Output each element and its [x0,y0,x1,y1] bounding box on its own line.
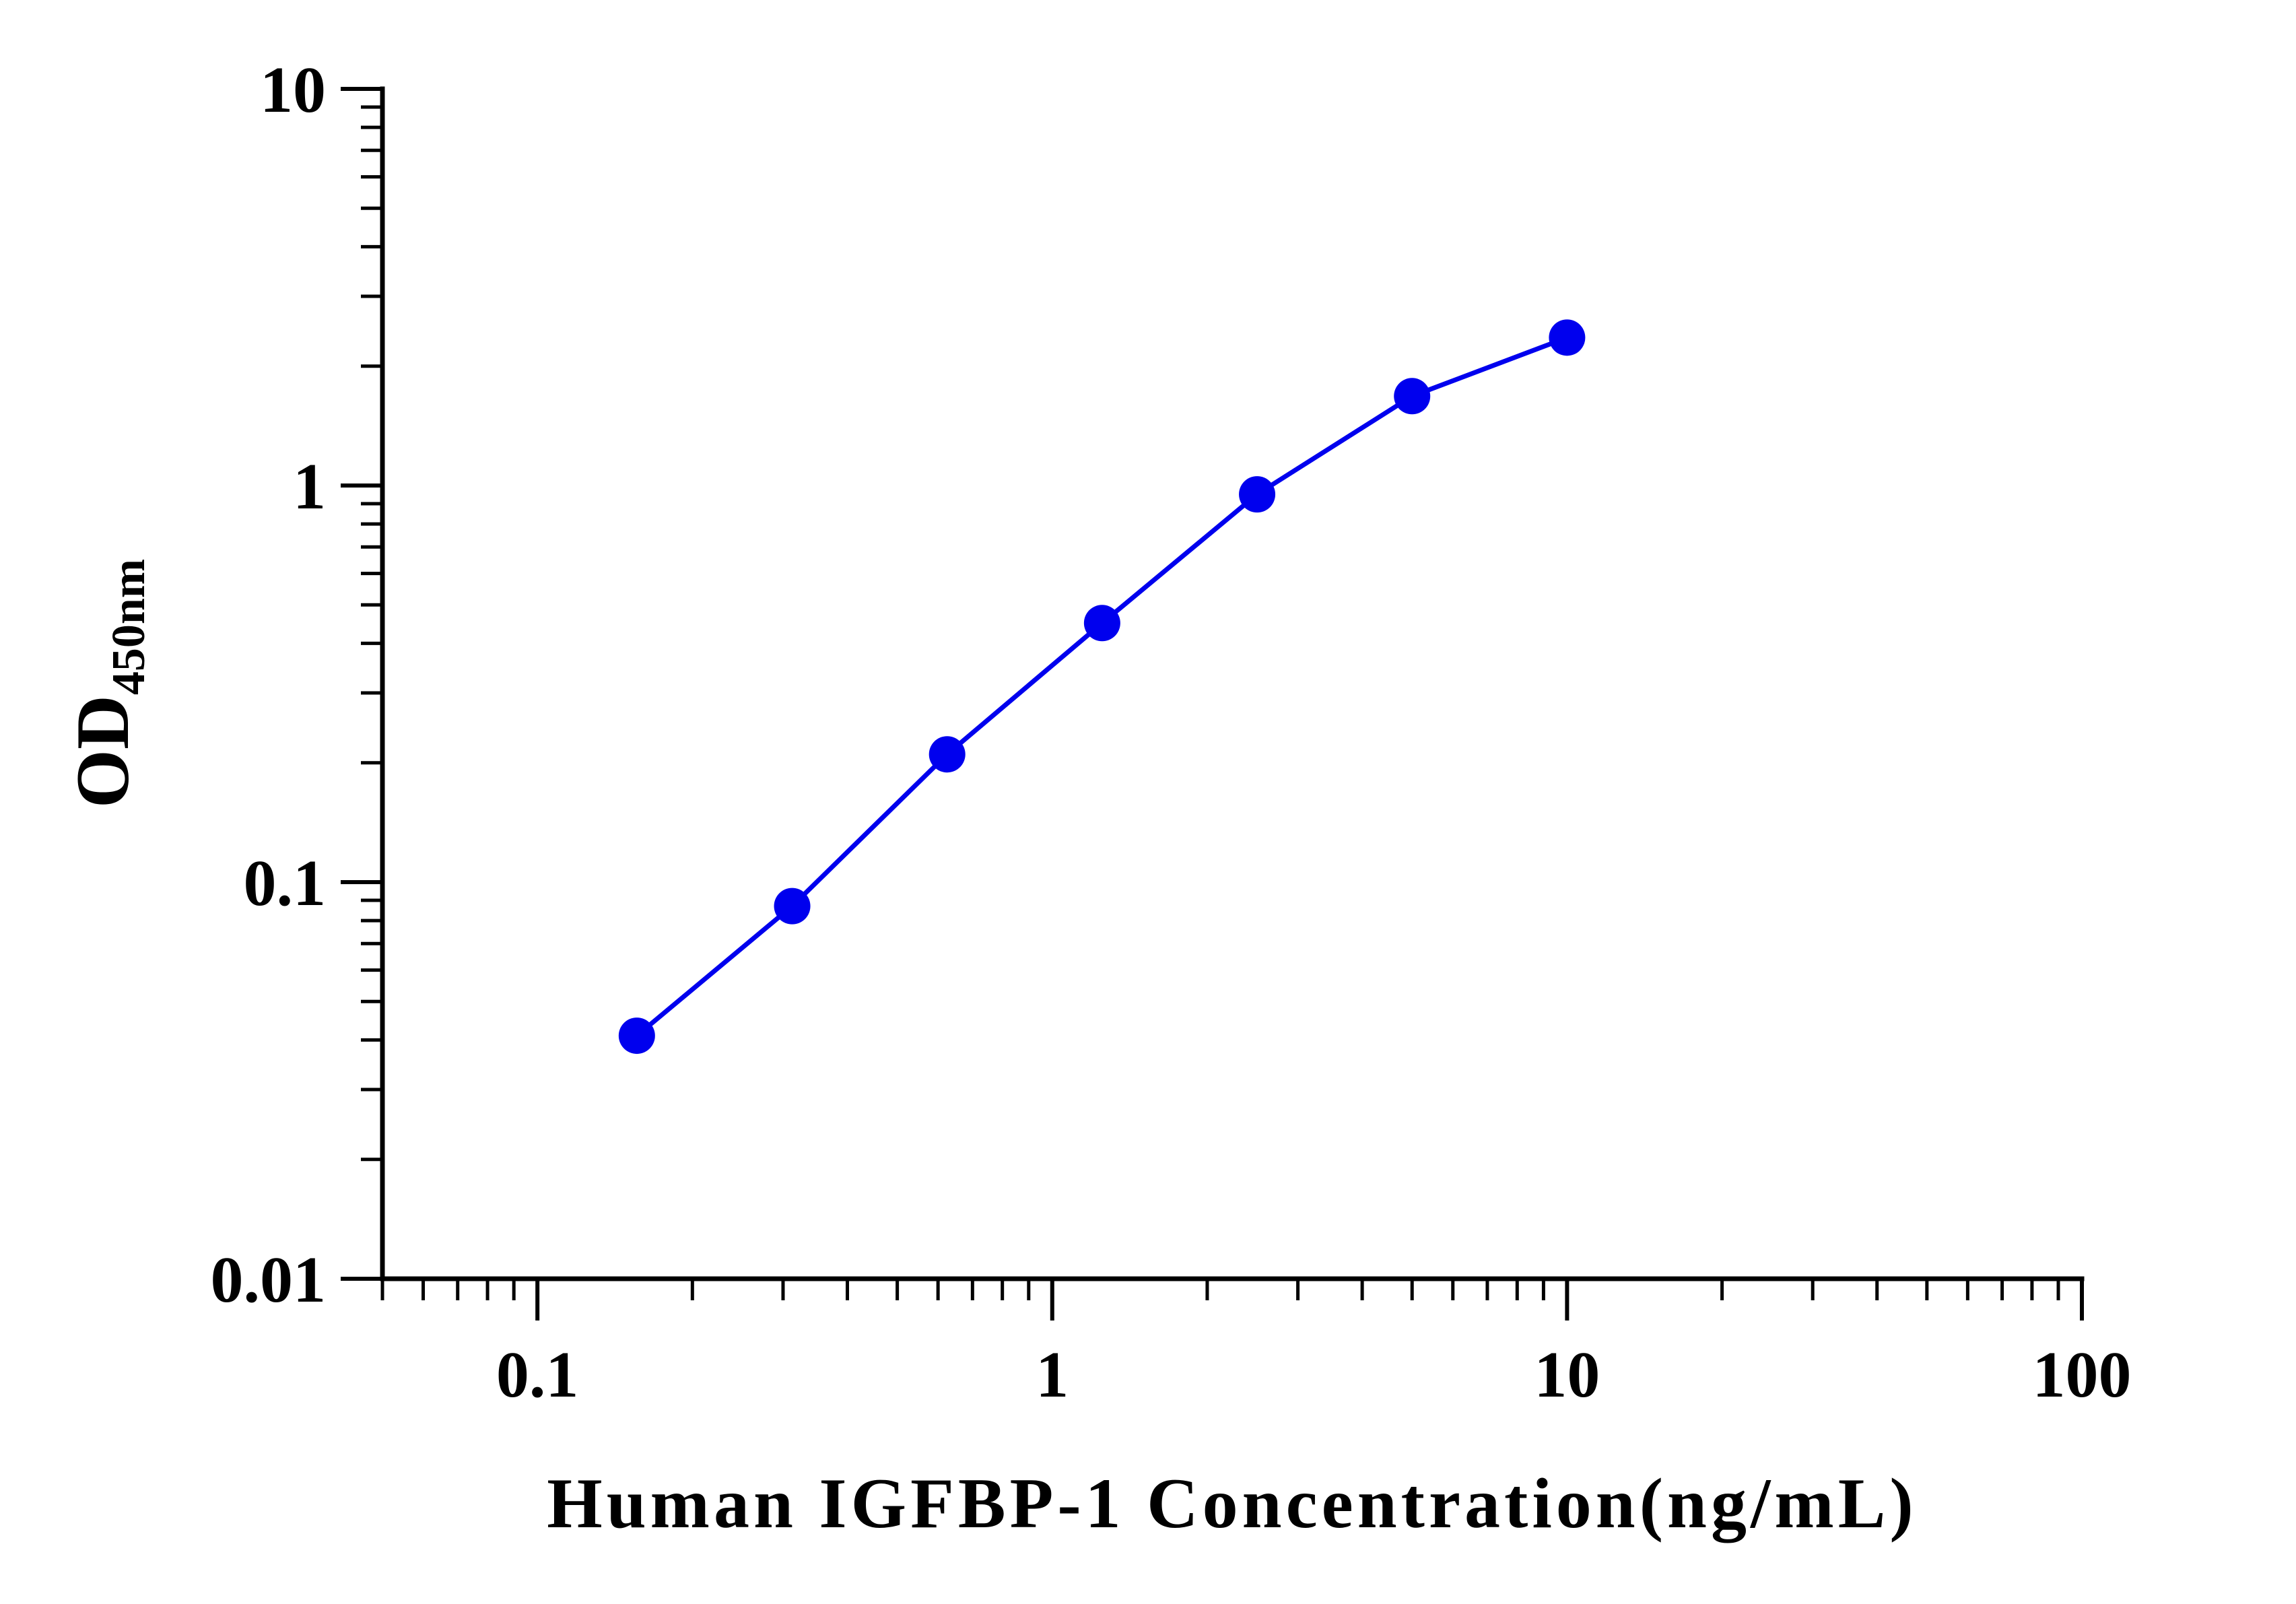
data-point [618,1017,655,1055]
x-ticks: 0.1 1 10 100 [380,1279,2132,1411]
data-point [1549,319,1586,356]
y-axis-title: OD450nm [61,559,155,808]
axes [380,86,2085,1281]
data-point [1394,378,1431,415]
x-tick-label: 1 [1036,1339,1069,1411]
y-tick-label: 10 [260,54,326,127]
y-tick-label: 0.01 [211,1244,327,1316]
data-point [1239,476,1276,513]
series-line [635,335,1568,1038]
y-tick-label: 1 [293,450,326,523]
y-axis-title-subscript: 450nm [103,559,155,695]
x-tick-label: 100 [2033,1339,2132,1411]
x-axis-title: Human IGFBP-1 Concentration(ng/mL) [547,1464,1917,1543]
data-point [928,736,966,773]
x-tick-label: 10 [1534,1339,1600,1411]
x-tick-label: 0.1 [496,1339,579,1411]
y-axis-title-main: OD [61,695,145,808]
data-point [1083,605,1120,642]
data-point [774,888,811,925]
y-tick-label: 0.1 [244,847,327,920]
plot-area [618,319,1586,1055]
y-ticks: 0.01 0.1 1 10 [211,54,382,1316]
